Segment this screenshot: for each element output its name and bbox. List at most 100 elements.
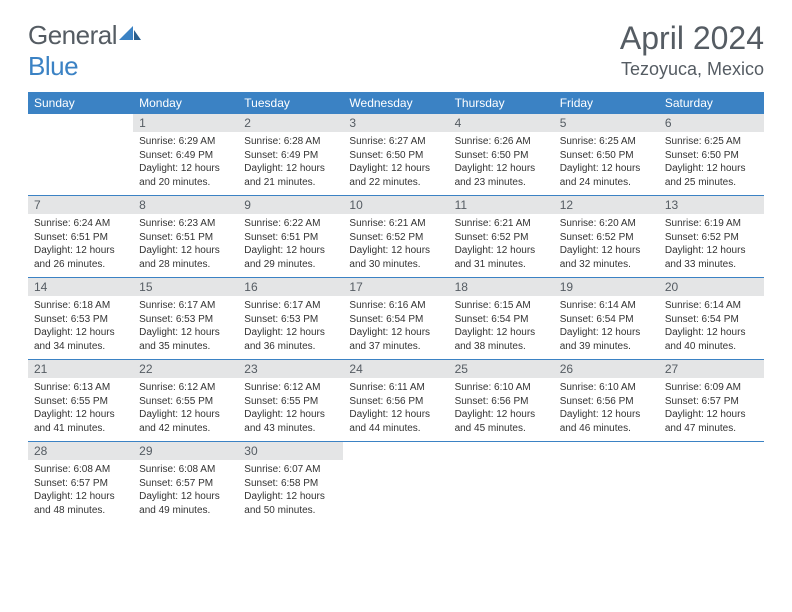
sunrise-text: Sunrise: 6:29 AM: [139, 135, 232, 149]
sunrise-text: Sunrise: 6:17 AM: [139, 299, 232, 313]
calendar-day-cell: 12Sunrise: 6:20 AMSunset: 6:52 PMDayligh…: [554, 196, 659, 278]
sunrise-text: Sunrise: 6:23 AM: [139, 217, 232, 231]
sunrise-text: Sunrise: 6:22 AM: [244, 217, 337, 231]
sunset-text: Sunset: 6:55 PM: [244, 395, 337, 409]
weekday-header: Sunday: [28, 92, 133, 114]
daylight-text: Daylight: 12 hours and 32 minutes.: [560, 244, 653, 271]
day-body: Sunrise: 6:07 AMSunset: 6:58 PMDaylight:…: [238, 460, 343, 523]
sunset-text: Sunset: 6:50 PM: [560, 149, 653, 163]
day-body: Sunrise: 6:27 AMSunset: 6:50 PMDaylight:…: [343, 132, 448, 195]
day-number: 25: [449, 360, 554, 378]
sunrise-text: Sunrise: 6:10 AM: [560, 381, 653, 395]
daylight-text: Daylight: 12 hours and 50 minutes.: [244, 490, 337, 517]
day-number: 8: [133, 196, 238, 214]
logo-text: GeneralBlue: [28, 20, 141, 82]
sunrise-text: Sunrise: 6:15 AM: [455, 299, 548, 313]
sunrise-text: Sunrise: 6:13 AM: [34, 381, 127, 395]
calendar-day-cell: 21Sunrise: 6:13 AMSunset: 6:55 PMDayligh…: [28, 360, 133, 442]
calendar-day-cell: 15Sunrise: 6:17 AMSunset: 6:53 PMDayligh…: [133, 278, 238, 360]
daylight-text: Daylight: 12 hours and 46 minutes.: [560, 408, 653, 435]
daylight-text: Daylight: 12 hours and 41 minutes.: [34, 408, 127, 435]
daylight-text: Daylight: 12 hours and 48 minutes.: [34, 490, 127, 517]
day-body: Sunrise: 6:14 AMSunset: 6:54 PMDaylight:…: [659, 296, 764, 359]
day-body: Sunrise: 6:24 AMSunset: 6:51 PMDaylight:…: [28, 214, 133, 277]
calendar-day-cell: 13Sunrise: 6:19 AMSunset: 6:52 PMDayligh…: [659, 196, 764, 278]
day-number: 11: [449, 196, 554, 214]
calendar-day-cell: 9Sunrise: 6:22 AMSunset: 6:51 PMDaylight…: [238, 196, 343, 278]
sunset-text: Sunset: 6:52 PM: [665, 231, 758, 245]
day-number: 29: [133, 442, 238, 460]
sunset-text: Sunset: 6:56 PM: [349, 395, 442, 409]
daylight-text: Daylight: 12 hours and 34 minutes.: [34, 326, 127, 353]
daylight-text: Daylight: 12 hours and 36 minutes.: [244, 326, 337, 353]
day-body: Sunrise: 6:08 AMSunset: 6:57 PMDaylight:…: [133, 460, 238, 523]
daylight-text: Daylight: 12 hours and 21 minutes.: [244, 162, 337, 189]
sunset-text: Sunset: 6:52 PM: [560, 231, 653, 245]
day-number: 6: [659, 114, 764, 132]
day-body: Sunrise: 6:21 AMSunset: 6:52 PMDaylight:…: [343, 214, 448, 277]
day-number: 4: [449, 114, 554, 132]
day-number: 17: [343, 278, 448, 296]
calendar-day-cell: 23Sunrise: 6:12 AMSunset: 6:55 PMDayligh…: [238, 360, 343, 442]
sunrise-text: Sunrise: 6:18 AM: [34, 299, 127, 313]
calendar-day-cell: 18Sunrise: 6:15 AMSunset: 6:54 PMDayligh…: [449, 278, 554, 360]
day-number: 5: [554, 114, 659, 132]
calendar-week-row: 7Sunrise: 6:24 AMSunset: 6:51 PMDaylight…: [28, 196, 764, 278]
calendar-day-cell: 25Sunrise: 6:10 AMSunset: 6:56 PMDayligh…: [449, 360, 554, 442]
calendar-day-cell: 14Sunrise: 6:18 AMSunset: 6:53 PMDayligh…: [28, 278, 133, 360]
day-number: 7: [28, 196, 133, 214]
sunset-text: Sunset: 6:51 PM: [34, 231, 127, 245]
day-number: 3: [343, 114, 448, 132]
daylight-text: Daylight: 12 hours and 33 minutes.: [665, 244, 758, 271]
day-body: Sunrise: 6:12 AMSunset: 6:55 PMDaylight:…: [133, 378, 238, 441]
weekday-header: Wednesday: [343, 92, 448, 114]
calendar-day-cell: 8Sunrise: 6:23 AMSunset: 6:51 PMDaylight…: [133, 196, 238, 278]
logo-word2: Blue: [28, 51, 78, 81]
sunrise-text: Sunrise: 6:20 AM: [560, 217, 653, 231]
day-number: 19: [554, 278, 659, 296]
day-body: [343, 446, 448, 504]
day-number: 16: [238, 278, 343, 296]
sunrise-text: Sunrise: 6:14 AM: [560, 299, 653, 313]
sunset-text: Sunset: 6:53 PM: [34, 313, 127, 327]
calendar-day-cell: 30Sunrise: 6:07 AMSunset: 6:58 PMDayligh…: [238, 442, 343, 524]
day-body: Sunrise: 6:20 AMSunset: 6:52 PMDaylight:…: [554, 214, 659, 277]
sunrise-text: Sunrise: 6:08 AM: [34, 463, 127, 477]
day-body: Sunrise: 6:15 AMSunset: 6:54 PMDaylight:…: [449, 296, 554, 359]
daylight-text: Daylight: 12 hours and 20 minutes.: [139, 162, 232, 189]
day-number: 10: [343, 196, 448, 214]
calendar-day-cell: 6Sunrise: 6:25 AMSunset: 6:50 PMDaylight…: [659, 114, 764, 196]
daylight-text: Daylight: 12 hours and 38 minutes.: [455, 326, 548, 353]
daylight-text: Daylight: 12 hours and 30 minutes.: [349, 244, 442, 271]
day-number: 14: [28, 278, 133, 296]
sunrise-text: Sunrise: 6:08 AM: [139, 463, 232, 477]
day-body: Sunrise: 6:18 AMSunset: 6:53 PMDaylight:…: [28, 296, 133, 359]
calendar-day-cell: 26Sunrise: 6:10 AMSunset: 6:56 PMDayligh…: [554, 360, 659, 442]
weekday-header: Monday: [133, 92, 238, 114]
calendar-day-cell: 19Sunrise: 6:14 AMSunset: 6:54 PMDayligh…: [554, 278, 659, 360]
sunset-text: Sunset: 6:52 PM: [349, 231, 442, 245]
sunset-text: Sunset: 6:56 PM: [560, 395, 653, 409]
daylight-text: Daylight: 12 hours and 29 minutes.: [244, 244, 337, 271]
day-number: 20: [659, 278, 764, 296]
sunset-text: Sunset: 6:53 PM: [139, 313, 232, 327]
day-body: [659, 446, 764, 504]
day-body: Sunrise: 6:23 AMSunset: 6:51 PMDaylight:…: [133, 214, 238, 277]
day-number: 24: [343, 360, 448, 378]
day-body: Sunrise: 6:09 AMSunset: 6:57 PMDaylight:…: [659, 378, 764, 441]
calendar-day-cell: 28Sunrise: 6:08 AMSunset: 6:57 PMDayligh…: [28, 442, 133, 524]
day-body: Sunrise: 6:21 AMSunset: 6:52 PMDaylight:…: [449, 214, 554, 277]
sunrise-text: Sunrise: 6:24 AM: [34, 217, 127, 231]
daylight-text: Daylight: 12 hours and 40 minutes.: [665, 326, 758, 353]
day-body: Sunrise: 6:08 AMSunset: 6:57 PMDaylight:…: [28, 460, 133, 523]
day-number: 15: [133, 278, 238, 296]
sunrise-text: Sunrise: 6:14 AM: [665, 299, 758, 313]
sunset-text: Sunset: 6:53 PM: [244, 313, 337, 327]
sunset-text: Sunset: 6:54 PM: [665, 313, 758, 327]
calendar-table: Sunday Monday Tuesday Wednesday Thursday…: [28, 92, 764, 523]
calendar-day-cell: 16Sunrise: 6:17 AMSunset: 6:53 PMDayligh…: [238, 278, 343, 360]
daylight-text: Daylight: 12 hours and 24 minutes.: [560, 162, 653, 189]
day-number: 30: [238, 442, 343, 460]
daylight-text: Daylight: 12 hours and 49 minutes.: [139, 490, 232, 517]
location: Tezoyuca, Mexico: [620, 59, 764, 80]
